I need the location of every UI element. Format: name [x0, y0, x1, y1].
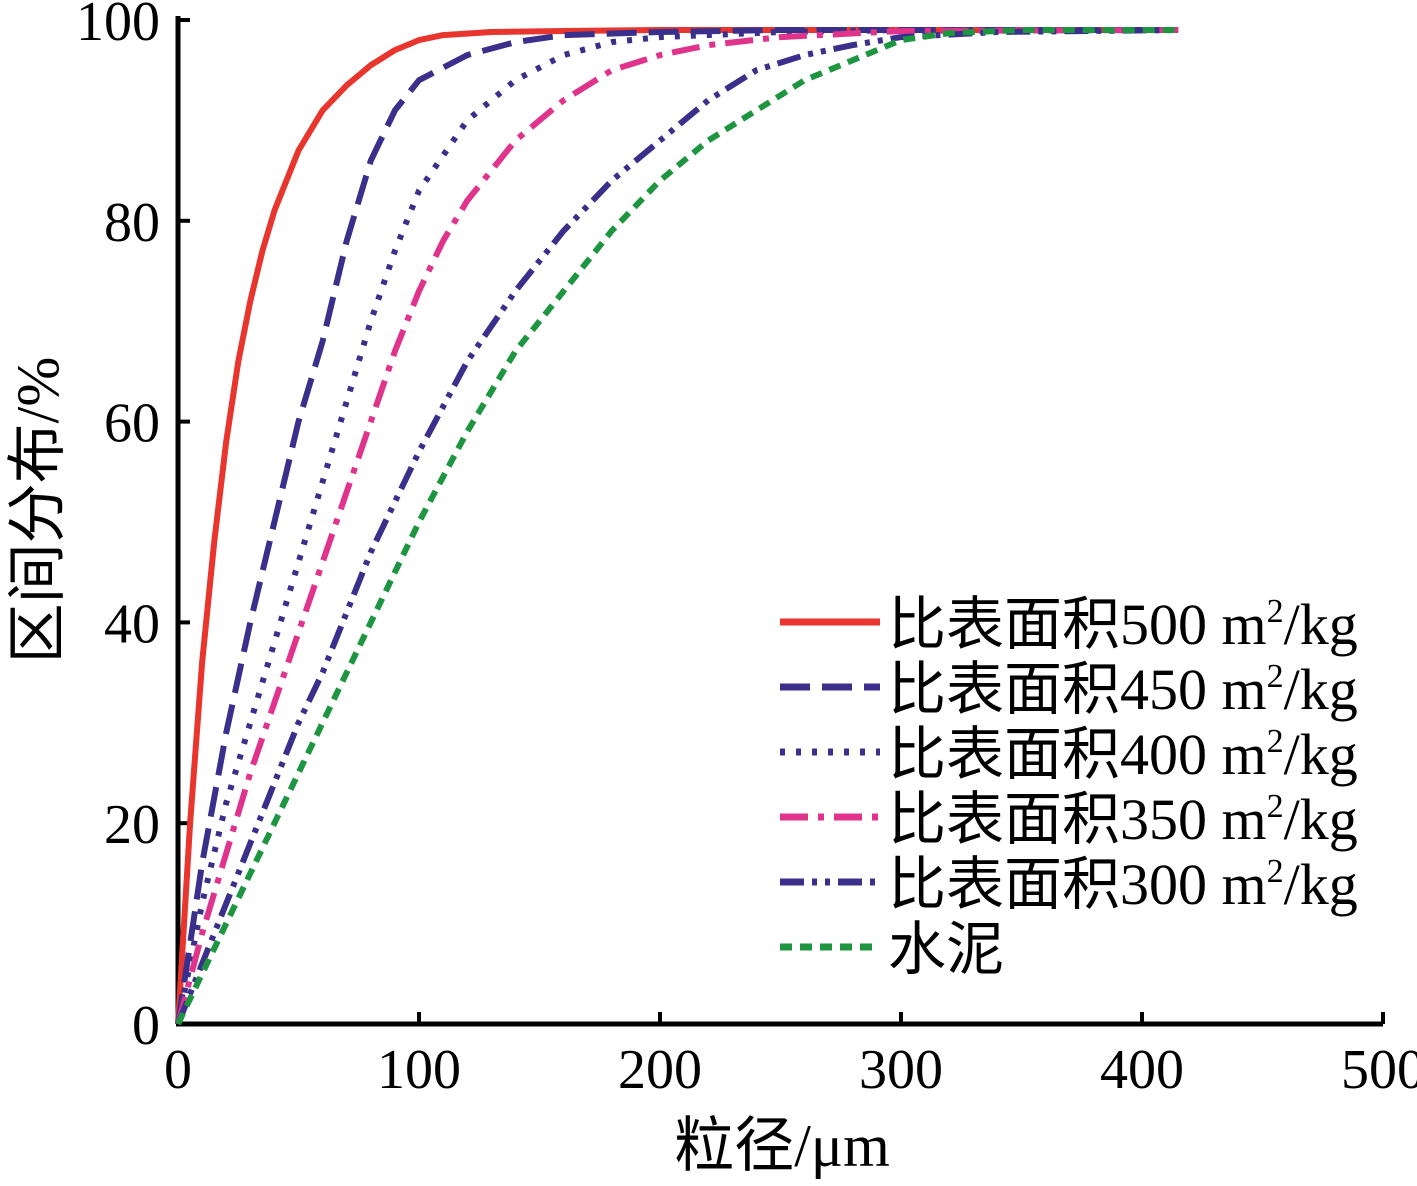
x-tick-label: 100	[377, 1039, 461, 1101]
y-tick-label: 100	[76, 0, 160, 53]
series-line-4	[175, 27, 1179, 1025]
axes: 0 100 200 300 400 500 0 20 40 60 80 100	[76, 0, 1417, 1101]
x-tick-label: 500	[1341, 1039, 1417, 1101]
legend-label-6: 水泥	[888, 917, 1004, 982]
x-axis-title: 粒径/μm	[674, 1113, 890, 1179]
x-tick-label: 400	[1100, 1039, 1184, 1101]
y-tick-label: 20	[104, 794, 160, 856]
y-tick-label: 80	[104, 192, 160, 254]
y-tick-label: 0	[132, 995, 160, 1057]
x-tick-label: 300	[859, 1039, 943, 1101]
series-lines	[175, 27, 1179, 1026]
x-tick-label: 200	[618, 1039, 702, 1101]
legend-label-4: 比表面积350 m2/kg	[888, 787, 1358, 852]
legend-label-3: 比表面积400 m2/kg	[888, 722, 1358, 787]
series-line-1	[175, 27, 1179, 1025]
series-line-6	[175, 27, 1179, 1026]
y-tick-label: 60	[104, 393, 160, 455]
x-tick-label: 0	[164, 1039, 192, 1101]
legend-label-2: 比表面积450 m2/kg	[888, 657, 1358, 722]
y-tick-label: 40	[104, 593, 160, 655]
legend-label-1: 比表面积500 m2/kg	[888, 592, 1358, 657]
legend-label-5: 比表面积300 m2/kg	[888, 852, 1358, 917]
series-line-5	[175, 27, 1179, 1026]
y-axis-title: 区间分布/%	[5, 357, 71, 664]
series-line-3	[175, 27, 1179, 1025]
series-line-2	[175, 27, 1179, 1025]
